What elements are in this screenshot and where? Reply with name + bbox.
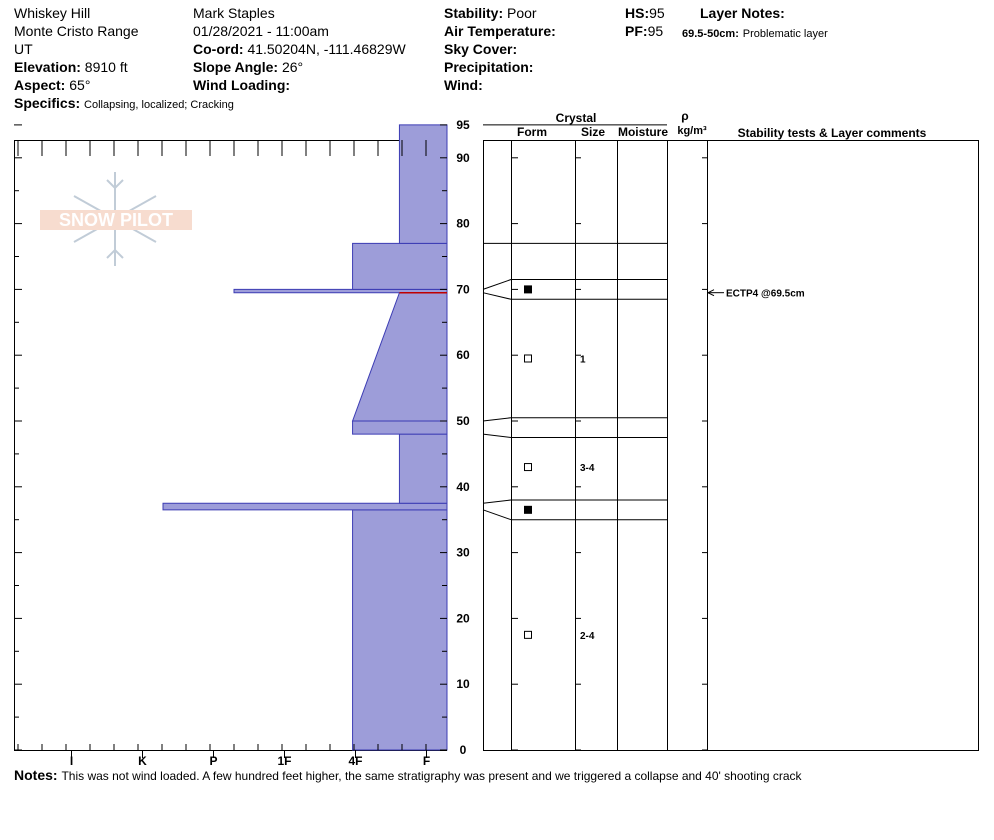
- grain-form-marker: [524, 630, 532, 639]
- wind-loading: Wind Loading:: [193, 77, 291, 93]
- hardness-label: 4F: [348, 754, 362, 768]
- stability-header: Stability tests & Layer comments: [738, 126, 927, 140]
- hardness-layer: [352, 509, 448, 751]
- layer-connector: [482, 433, 512, 438]
- location-name: Whiskey Hill: [14, 5, 91, 21]
- precipitation: Precipitation:: [444, 59, 534, 75]
- grain-form-marker: [524, 505, 532, 514]
- moisture-header: Moisture: [618, 125, 668, 139]
- height-label: 95: [456, 118, 470, 132]
- height-label: 20: [456, 611, 470, 625]
- sky-cover: Sky Cover:: [444, 41, 518, 57]
- layer-connector: [482, 509, 512, 521]
- size-header: Size: [581, 125, 605, 139]
- hardness-layer: [233, 288, 448, 294]
- layer-notes-label: Layer Notes:: [700, 5, 785, 21]
- height-label: 10: [456, 677, 470, 691]
- observer: Mark Staples: [193, 5, 275, 21]
- datetime: 01/28/2021 - 11:00am: [193, 23, 329, 39]
- height-label: 90: [456, 151, 470, 165]
- aspect: Aspect: 65°: [14, 77, 91, 93]
- layer-connector: [482, 292, 512, 300]
- hardness-layer: [351, 292, 448, 422]
- logo-banner: [40, 210, 192, 230]
- layer-note: 69.5-50cm: Problematic layer: [682, 28, 828, 40]
- grain-form-marker: [524, 354, 532, 363]
- hardness-label: K: [138, 754, 147, 768]
- height-label: 30: [456, 546, 470, 560]
- layer-connector: [482, 417, 512, 422]
- hardness-label: 1F: [277, 754, 291, 768]
- grain-size-label: 3-4: [580, 463, 595, 474]
- hardness-layer: [398, 433, 448, 504]
- height-label: 70: [456, 282, 470, 296]
- grain-frame: [483, 140, 979, 751]
- height-label: 0: [460, 743, 467, 757]
- rho-header: ρ: [681, 109, 688, 123]
- crystal-header: Crystal: [556, 111, 597, 125]
- wind: Wind:: [444, 77, 483, 93]
- arrow-head-icon: [706, 289, 715, 297]
- hardness-layer: [162, 502, 448, 511]
- density-unit-header: kg/m³: [677, 125, 707, 137]
- snowpilot-logo: SNOW PILOT: [40, 172, 192, 266]
- specifics: Specifics: Collapsing, localized; Cracki…: [14, 95, 234, 111]
- air-temperature: Air Temperature:: [444, 23, 556, 39]
- stability-test-label: ECTP4 @69.5cm: [726, 289, 805, 300]
- notes: Notes: This was not wind loaded. A few h…: [14, 767, 802, 783]
- hardness-layer: [352, 242, 448, 290]
- hardness-layer: [398, 124, 448, 244]
- hardness-label: I: [70, 754, 73, 768]
- grain-form-marker: [524, 463, 532, 472]
- hardness-label: F: [423, 754, 430, 768]
- pf: PF:95: [625, 23, 664, 39]
- elevation: Elevation: 8910 ft: [14, 59, 128, 75]
- form-header: Form: [517, 125, 547, 139]
- hs: HS:95: [625, 5, 665, 21]
- layer-connector: [482, 499, 512, 504]
- height-label: 60: [456, 348, 470, 362]
- grain-form-marker: [524, 285, 532, 294]
- height-label: 40: [456, 480, 470, 494]
- coordinates: Co-ord: 41.50204N, -111.46829W: [193, 41, 406, 57]
- grain-size-label: 1: [580, 354, 586, 365]
- mountain-range: Monte Cristo Range: [14, 23, 139, 39]
- grain-size-label: 2-4: [580, 631, 595, 642]
- slope-angle: Slope Angle: 26°: [193, 59, 304, 75]
- state: UT: [14, 41, 33, 57]
- hardness-layer: [352, 420, 448, 435]
- height-label: 80: [456, 217, 470, 231]
- stability: Stability: Poor: [444, 5, 537, 21]
- hardness-label: P: [209, 754, 217, 768]
- logo-text: SNOW PILOT: [59, 210, 173, 230]
- height-label: 50: [456, 414, 470, 428]
- layer-connector: [482, 279, 512, 290]
